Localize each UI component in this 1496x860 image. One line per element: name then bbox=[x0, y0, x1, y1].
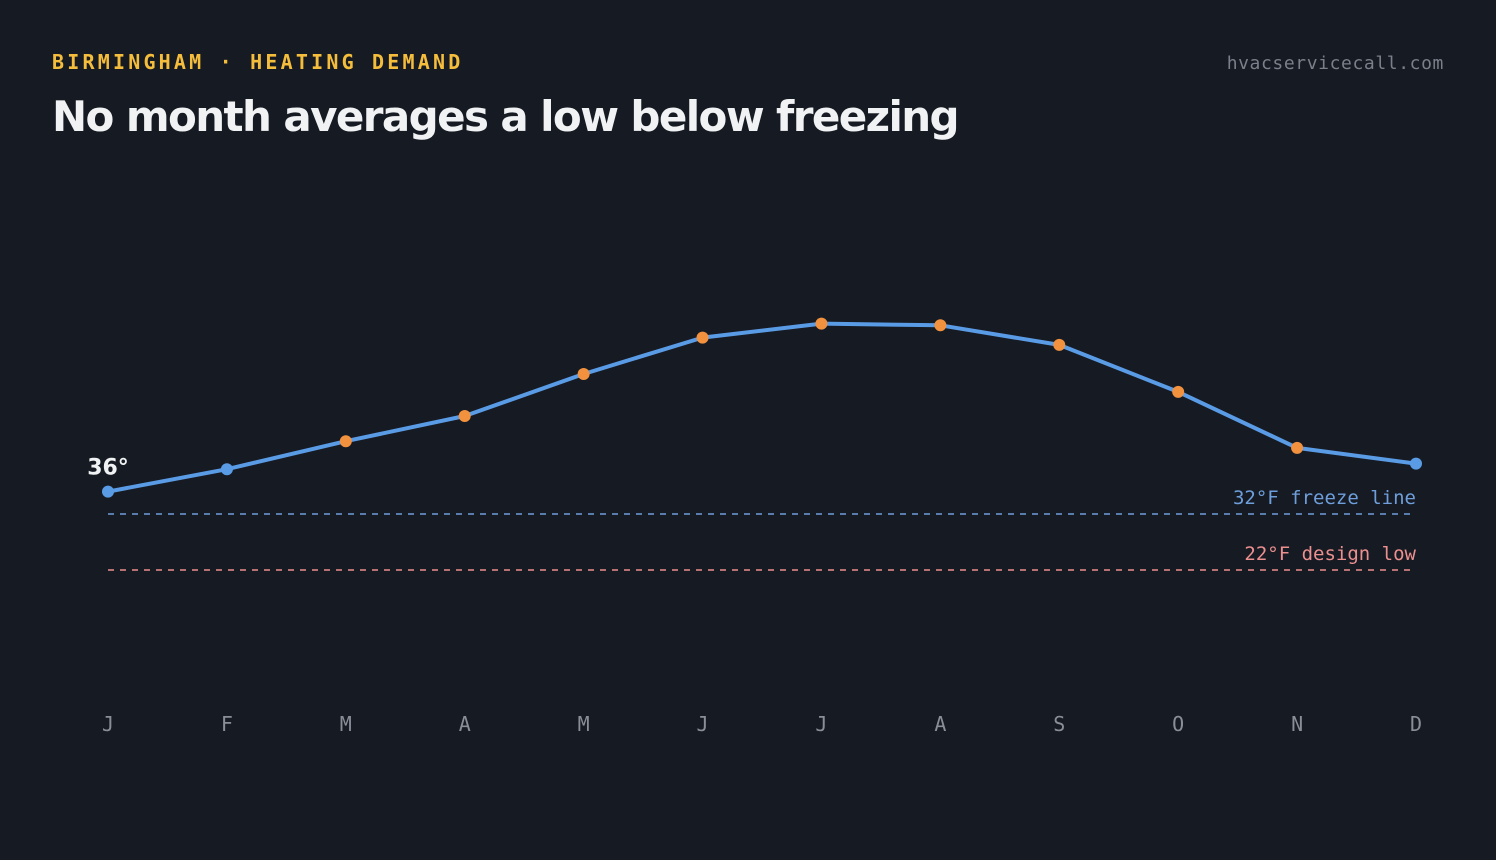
data-point-A-7 bbox=[934, 319, 947, 332]
x-tick-label-0: J bbox=[102, 712, 114, 736]
source-credit: hvacservicecall.com bbox=[1226, 53, 1444, 74]
chart-kicker: BIRMINGHAM · HEATING DEMAND bbox=[52, 50, 464, 74]
reference-line-label-1: 22°F design low bbox=[1244, 543, 1416, 565]
x-tick-label-2: M bbox=[340, 712, 352, 736]
x-tick-label-5: J bbox=[697, 712, 709, 736]
data-labels: 36° bbox=[87, 456, 129, 481]
data-point-O-9 bbox=[1172, 385, 1185, 398]
data-label-0: 36° bbox=[87, 456, 129, 481]
data-point-M-4 bbox=[577, 368, 590, 380]
data-point-J-6 bbox=[815, 317, 828, 330]
x-tick-label-4: M bbox=[578, 712, 590, 736]
data-point-J-5 bbox=[696, 331, 709, 344]
data-point-J-0 bbox=[102, 485, 114, 498]
data-point-S-8 bbox=[1053, 338, 1066, 351]
x-tick-label-3: A bbox=[459, 712, 471, 736]
series-line bbox=[106, 321, 1418, 494]
x-tick-label-6: J bbox=[815, 712, 827, 736]
x-tick-label-11: D bbox=[1410, 712, 1422, 736]
x-tick-label-1: F bbox=[221, 712, 233, 736]
x-tick-label-10: N bbox=[1291, 712, 1303, 736]
data-point-M-2 bbox=[339, 435, 352, 448]
x-tick-label-7: A bbox=[934, 712, 946, 736]
reference-lines: 32°F freeze line 22°F design low bbox=[108, 487, 1417, 571]
data-point-N-10 bbox=[1291, 441, 1304, 454]
data-point-D-11 bbox=[1410, 457, 1422, 470]
series-line-group bbox=[106, 321, 1418, 494]
data-point-A-3 bbox=[458, 410, 471, 422]
x-tick-label-9: O bbox=[1172, 712, 1184, 736]
x-tick-label-8: S bbox=[1053, 712, 1065, 736]
reference-line-label-0: 32°F freeze line bbox=[1233, 487, 1416, 509]
data-points bbox=[102, 317, 1422, 498]
data-point-F-1 bbox=[220, 463, 233, 476]
chart-title: No month averages a low below freezing bbox=[52, 92, 960, 141]
